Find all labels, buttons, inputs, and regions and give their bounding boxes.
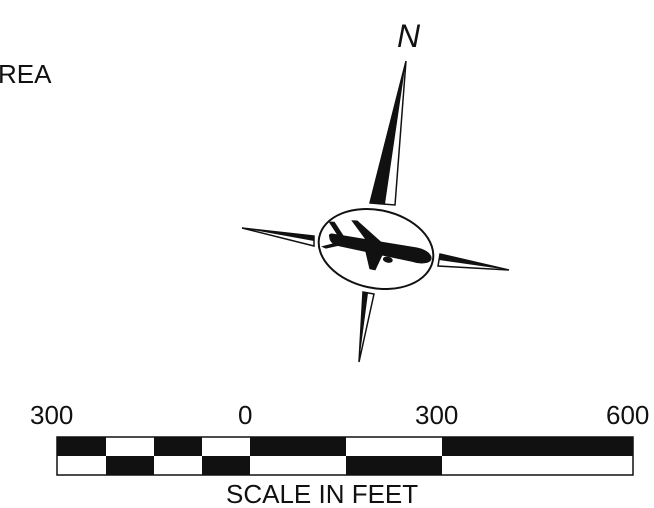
airplane-icon (321, 220, 432, 271)
scale-tick-label: 300 (415, 400, 459, 430)
scale-segment (442, 456, 633, 475)
scale-segment (154, 437, 202, 456)
scale-segment (250, 456, 346, 475)
scale-tick-label: 0 (238, 400, 253, 430)
scale-segment (346, 456, 442, 475)
scale-caption: SCALE IN FEET (226, 479, 419, 508)
compass-north-arm (369, 60, 407, 206)
compass-south-arm (358, 291, 375, 363)
scale-tick-label: 300 (30, 400, 74, 430)
scale-segment (346, 437, 442, 456)
scale-segment (202, 456, 250, 475)
scale-segment (202, 437, 250, 456)
area-label: REA (0, 59, 52, 89)
scale-segment (57, 456, 106, 475)
scale-bar-outline (56, 436, 634, 476)
compass-west-arm (241, 227, 315, 247)
scale-segment (442, 437, 633, 456)
scale-segment (154, 456, 202, 475)
scale-tick-label: 600 (606, 400, 650, 430)
scale-segment (250, 437, 346, 456)
scale-segment (106, 437, 154, 456)
compass-east-arm (437, 253, 510, 271)
north-label: N (397, 18, 421, 54)
scale-segment (57, 437, 106, 456)
scale-segment (106, 456, 154, 475)
